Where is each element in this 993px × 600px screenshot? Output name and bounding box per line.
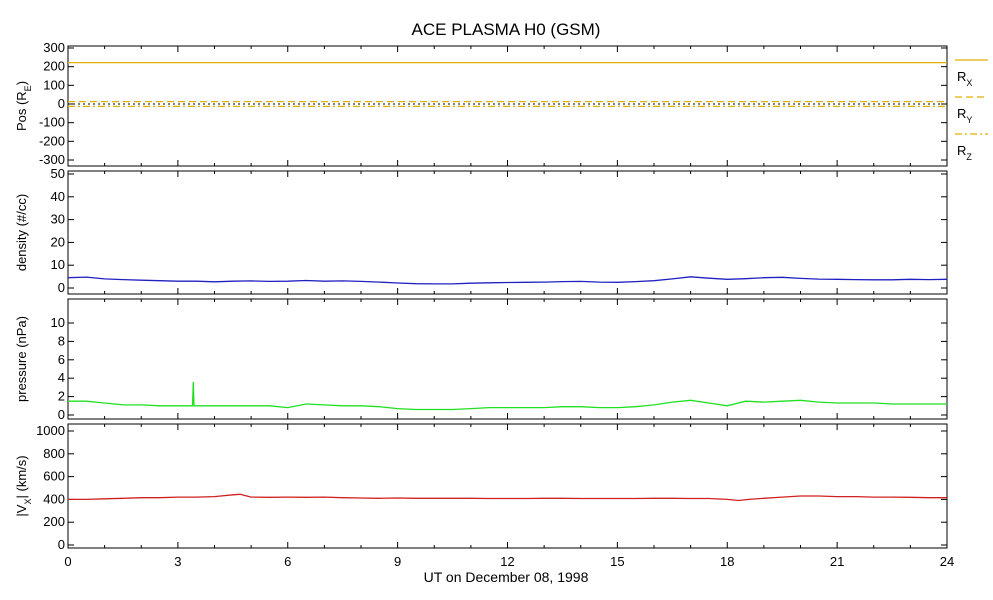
y-tick-label: 10 (51, 257, 65, 272)
y-tick-label: 0 (58, 280, 65, 295)
y-tick-label: 300 (43, 40, 65, 55)
y-tick-label: 0 (58, 537, 65, 552)
y-tick-label: 200 (43, 59, 65, 74)
series-line-pressure-0 (68, 381, 947, 411)
y-tick-label: 400 (43, 491, 65, 506)
y-tick-label: 1000 (36, 423, 65, 438)
y-tick-label: 0 (58, 407, 65, 422)
y-tick-label: 0 (58, 96, 65, 111)
y-tick-label: -200 (39, 133, 65, 148)
series-line-density-0 (67, 276, 948, 285)
y-tick-label: 20 (51, 234, 65, 249)
y-axis-label-pressure: pressure (nPa) (14, 316, 29, 402)
y-tick-label: 800 (43, 446, 65, 461)
y-axis-label-pos: Pos (RE) (14, 81, 33, 131)
x-tick-label: 18 (720, 554, 734, 569)
y-tick-label: 10 (51, 315, 65, 330)
x-tick-label: 21 (830, 554, 844, 569)
legend-label-2: RZ (957, 143, 972, 162)
panel-frame-density (67, 170, 948, 295)
x-tick-label: 0 (64, 554, 71, 569)
x-tick-label: 24 (940, 554, 954, 569)
x-tick-label: 6 (284, 554, 291, 569)
x-axis-label: UT on December 08, 1998 (423, 569, 589, 585)
panel-frame-vx (67, 423, 948, 549)
y-tick-label: 4 (58, 370, 65, 385)
y-tick-label: 2 (58, 389, 65, 404)
y-tick-label: 600 (43, 469, 65, 484)
chart-title: ACE PLASMA H0 (GSM) (411, 20, 601, 39)
y-tick-label: 50 (51, 166, 65, 181)
y-tick-label: 40 (51, 189, 65, 204)
x-tick-label: 3 (174, 554, 181, 569)
y-tick-label: 30 (51, 212, 65, 227)
y-tick-label: 8 (58, 333, 65, 348)
y-tick-label: 100 (43, 77, 65, 92)
y-axis-label-vx: |VX| (km/s) (14, 455, 33, 516)
y-tick-label: -300 (39, 152, 65, 167)
x-tick-label: 12 (500, 554, 514, 569)
y-tick-label: 200 (43, 514, 65, 529)
y-tick-label: 6 (58, 352, 65, 367)
panel-frame-pressure (67, 298, 948, 420)
legend-label-0: RX (957, 69, 972, 88)
x-tick-label: 15 (610, 554, 624, 569)
legend-label-1: RY (957, 106, 972, 125)
series-line-vx-0 (68, 493, 947, 502)
y-axis-label-density: density (#/cc) (14, 194, 29, 271)
y-tick-label: -100 (39, 115, 65, 130)
x-tick-label: 9 (394, 554, 401, 569)
